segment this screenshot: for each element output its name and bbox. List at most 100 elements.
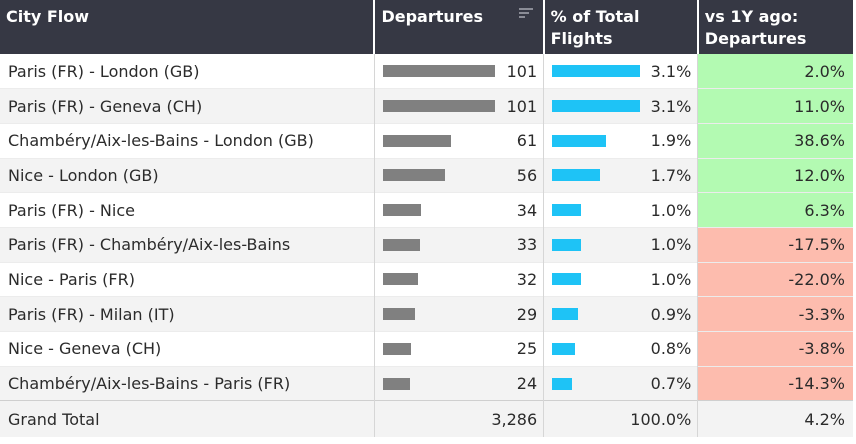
share-bar bbox=[552, 65, 641, 78]
yoy-cell: -14.3% bbox=[697, 366, 853, 401]
share-cell: 1.0% bbox=[543, 192, 699, 228]
share-bar-track bbox=[552, 65, 644, 78]
yoy-cell: -22.0% bbox=[697, 262, 853, 297]
share-value: 3.1% bbox=[650, 61, 692, 81]
share-bar bbox=[552, 342, 575, 355]
col-header-departures[interactable]: Departures bbox=[374, 0, 545, 54]
share-value: 1.0% bbox=[650, 200, 692, 220]
departures-bar-track bbox=[382, 342, 495, 355]
departures-value: 33 bbox=[516, 235, 538, 255]
share-value: 1.9% bbox=[650, 131, 692, 151]
grand-total-departures: 3,286 bbox=[374, 400, 545, 437]
departures-value: 24 bbox=[516, 374, 538, 394]
departures-value: 25 bbox=[516, 339, 538, 359]
share-cell: 0.8% bbox=[543, 331, 699, 367]
col-header-city-flow-label: City Flow bbox=[6, 7, 90, 26]
table-row: Nice - London (GB) 56 1.7% 12.0% bbox=[0, 158, 853, 193]
share-cell: 1.9% bbox=[543, 123, 699, 159]
city-flow-cell[interactable]: Nice - Geneva (CH) bbox=[0, 331, 375, 367]
share-value: 1.0% bbox=[650, 235, 692, 255]
city-flow-cell[interactable]: Nice - Paris (FR) bbox=[0, 262, 375, 297]
grand-total-yoy: 4.2% bbox=[697, 400, 853, 437]
city-flow-cell[interactable]: Nice - London (GB) bbox=[0, 158, 375, 193]
col-header-share[interactable]: % of Total Flights bbox=[543, 0, 699, 54]
departures-bar bbox=[382, 308, 416, 321]
share-bar bbox=[552, 204, 581, 217]
departures-cell: 34 bbox=[374, 192, 545, 228]
table-row: Nice - Geneva (CH) 25 0.8% -3.8% bbox=[0, 331, 853, 367]
departures-bar-track bbox=[382, 273, 495, 286]
share-cell: 1.0% bbox=[543, 227, 699, 263]
city-flow-cell[interactable]: Chambéry/Aix-les-Bains - London (GB) bbox=[0, 123, 375, 159]
col-header-yoy[interactable]: vs 1Y ago: Departures bbox=[697, 0, 853, 54]
grand-total-label: Grand Total bbox=[0, 400, 375, 437]
departures-bar-track bbox=[382, 238, 495, 251]
departures-cell: 29 bbox=[374, 296, 545, 332]
col-header-departures-label: Departures bbox=[381, 7, 484, 26]
col-header-share-line1: % of Total bbox=[550, 7, 640, 26]
city-flow-cell[interactable]: Paris (FR) - Chambéry/Aix-les-Bains bbox=[0, 227, 375, 263]
yoy-cell: 2.0% bbox=[697, 54, 853, 89]
share-value: 0.7% bbox=[650, 374, 692, 394]
share-value: 3.1% bbox=[650, 96, 692, 116]
share-value: 1.0% bbox=[650, 269, 692, 289]
share-value: 1.7% bbox=[650, 165, 692, 185]
departures-value: 101 bbox=[506, 61, 538, 81]
share-bar bbox=[552, 377, 572, 390]
departures-bar bbox=[382, 377, 410, 390]
yoy-cell: -3.3% bbox=[697, 296, 853, 332]
share-bar-track bbox=[552, 204, 644, 217]
departures-cell: 33 bbox=[374, 227, 545, 263]
departures-value: 34 bbox=[516, 200, 538, 220]
table-row: Nice - Paris (FR) 32 1.0% -22.0% bbox=[0, 262, 853, 297]
city-flow-cell[interactable]: Paris (FR) - Milan (IT) bbox=[0, 296, 375, 332]
share-bar bbox=[552, 100, 641, 113]
yoy-cell: 38.6% bbox=[697, 123, 853, 159]
city-flow-cell[interactable]: Paris (FR) - London (GB) bbox=[0, 54, 375, 89]
col-header-yoy-line2: Departures bbox=[704, 29, 807, 48]
yoy-cell: 12.0% bbox=[697, 158, 853, 193]
departures-value: 101 bbox=[506, 96, 538, 116]
city-flow-cell[interactable]: Chambéry/Aix-les-Bains - Paris (FR) bbox=[0, 366, 375, 401]
share-bar-track bbox=[552, 308, 644, 321]
yoy-cell: -3.8% bbox=[697, 331, 853, 367]
yoy-cell: 6.3% bbox=[697, 192, 853, 228]
departures-bar-track bbox=[382, 204, 495, 217]
share-cell: 3.1% bbox=[543, 54, 699, 89]
share-bar-track bbox=[552, 273, 644, 286]
departures-cell: 24 bbox=[374, 366, 545, 401]
share-bar bbox=[552, 169, 601, 182]
share-bar-track bbox=[552, 134, 644, 147]
share-bar-track bbox=[552, 169, 644, 182]
table-row: Paris (FR) - Geneva (CH) 101 3.1% 11.0% bbox=[0, 88, 853, 124]
departures-bar bbox=[382, 273, 419, 286]
city-flow-cell[interactable]: Paris (FR) - Nice bbox=[0, 192, 375, 228]
col-header-city-flow[interactable]: City Flow bbox=[0, 0, 376, 54]
departures-cell: 101 bbox=[374, 88, 545, 124]
departures-bar-track bbox=[382, 377, 495, 390]
share-bar-track bbox=[552, 238, 644, 251]
share-cell: 3.1% bbox=[543, 88, 699, 124]
departures-bar bbox=[382, 100, 495, 113]
departures-value: 56 bbox=[516, 165, 538, 185]
share-bar bbox=[552, 134, 607, 147]
city-flow-cell[interactable]: Paris (FR) - Geneva (CH) bbox=[0, 88, 375, 124]
departures-bar bbox=[382, 169, 446, 182]
table-row: Paris (FR) - London (GB) 101 3.1% 2.0% bbox=[0, 54, 853, 89]
departures-bar bbox=[382, 238, 420, 251]
departures-cell: 101 bbox=[374, 54, 545, 89]
departures-bar bbox=[382, 204, 421, 217]
table-row: Paris (FR) - Chambéry/Aix-les-Bains 33 1.0… bbox=[0, 227, 853, 263]
share-value: 0.9% bbox=[650, 304, 692, 324]
share-bar bbox=[552, 308, 578, 321]
departures-value: 32 bbox=[516, 269, 538, 289]
grand-total-share: 100.0% bbox=[543, 400, 699, 437]
departures-cell: 32 bbox=[374, 262, 545, 297]
sort-descending-icon[interactable] bbox=[518, 8, 533, 20]
departures-bar-track bbox=[382, 65, 495, 78]
departures-bar bbox=[382, 65, 495, 78]
departures-bar-track bbox=[382, 169, 495, 182]
share-cell: 0.9% bbox=[543, 296, 699, 332]
share-cell: 1.7% bbox=[543, 158, 699, 193]
share-bar bbox=[552, 273, 581, 286]
